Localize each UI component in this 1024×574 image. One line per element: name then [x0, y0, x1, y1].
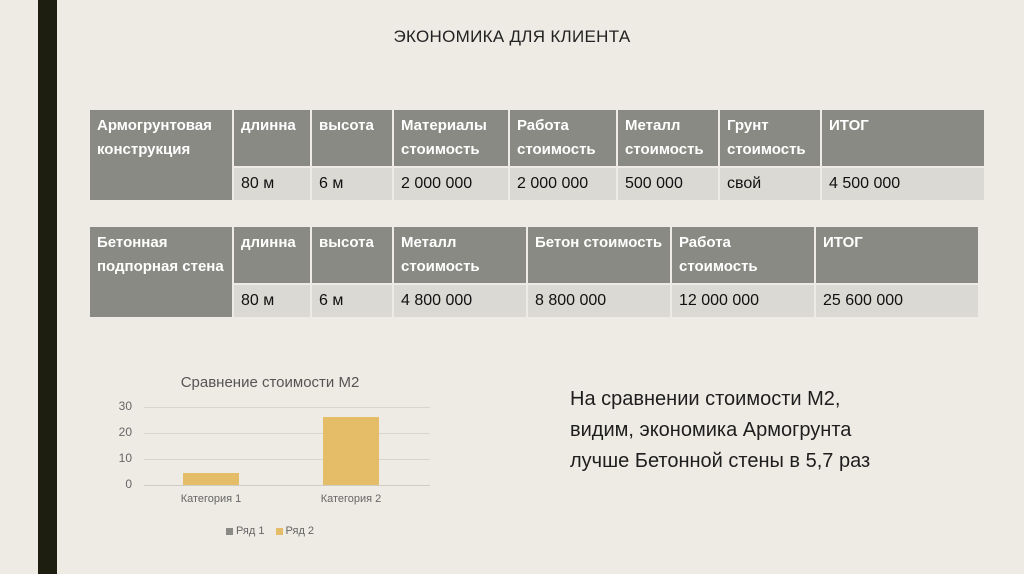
- cell-work: 2 000 000: [508, 166, 618, 202]
- legend-swatch-icon: [225, 527, 233, 535]
- slide-title: ЭКОНОМИКА ДЛЯ КЛИЕНТА: [393, 27, 631, 46]
- x-axis: [144, 485, 430, 486]
- y-tick: 20: [118, 425, 132, 439]
- header-work: Работа стоимость: [508, 108, 618, 168]
- chart-title: Сравнение стоимости М2: [180, 374, 360, 391]
- cell-length: 80 м: [232, 283, 312, 319]
- gridline: [144, 459, 430, 460]
- legend-item-series-1: Ряд 1: [225, 525, 264, 537]
- cell-soil: свой: [718, 166, 822, 202]
- accent-bar: [38, 0, 57, 574]
- cell-materials: 2 000 000: [392, 166, 510, 202]
- gridline: [144, 433, 430, 434]
- header-metal: Металл стоимость: [616, 108, 720, 168]
- bar-category-1-series-2: [183, 473, 239, 485]
- concrete-wall-table: Бетонная подпорная стена длинна высота М…: [88, 225, 980, 319]
- y-tick: 10: [118, 451, 132, 465]
- x-category-label: Категория 2: [320, 493, 382, 505]
- legend-item-series-2: Ряд 2: [275, 525, 314, 537]
- cell-metal: 500 000: [616, 166, 720, 202]
- conclusion-text: На сравнении стоимости М2, видим, эконом…: [570, 388, 871, 472]
- header-length: длинна: [232, 108, 312, 168]
- cell-concrete: 8 800 000: [526, 283, 672, 319]
- legend-swatch-icon: [275, 527, 283, 535]
- row-label: Армогрунтовая конструкция: [88, 108, 234, 202]
- header-materials: Материалы стоимость: [392, 108, 510, 168]
- header-total: ИТОГ: [820, 108, 986, 168]
- header-metal: Металл стоимость: [392, 225, 528, 285]
- header-total: ИТОГ: [814, 225, 980, 285]
- header-height: высота: [310, 225, 394, 285]
- cell-height: 6 м: [310, 166, 394, 202]
- header-height: высота: [310, 108, 394, 168]
- x-category-label: Категория 1: [180, 493, 242, 505]
- armoground-table: Армогрунтовая конструкция длинна высота …: [88, 108, 986, 202]
- chart-legend: Ряд 1 Ряд 2: [110, 525, 430, 537]
- header-length: длинна: [232, 225, 312, 285]
- cell-length: 80 м: [232, 166, 312, 202]
- cell-work: 12 000 000: [670, 283, 816, 319]
- y-tick: 30: [118, 399, 132, 413]
- cost-comparison-chart: Сравнение стоимости М2 30 20 10 0 Катего…: [110, 370, 430, 550]
- cell-metal: 4 800 000: [392, 283, 528, 319]
- cell-total: 25 600 000: [814, 283, 980, 319]
- bar-category-2-series-2: [323, 417, 379, 485]
- row-label: Бетонная подпорная стена: [88, 225, 234, 319]
- header-work: Работа стоимость: [670, 225, 816, 285]
- header-concrete: Бетон стоимость: [526, 225, 672, 285]
- cell-total: 4 500 000: [820, 166, 986, 202]
- gridline: [144, 407, 430, 408]
- y-tick: 0: [125, 477, 132, 491]
- header-soil: Грунт стоимость: [718, 108, 822, 168]
- cell-height: 6 м: [310, 283, 394, 319]
